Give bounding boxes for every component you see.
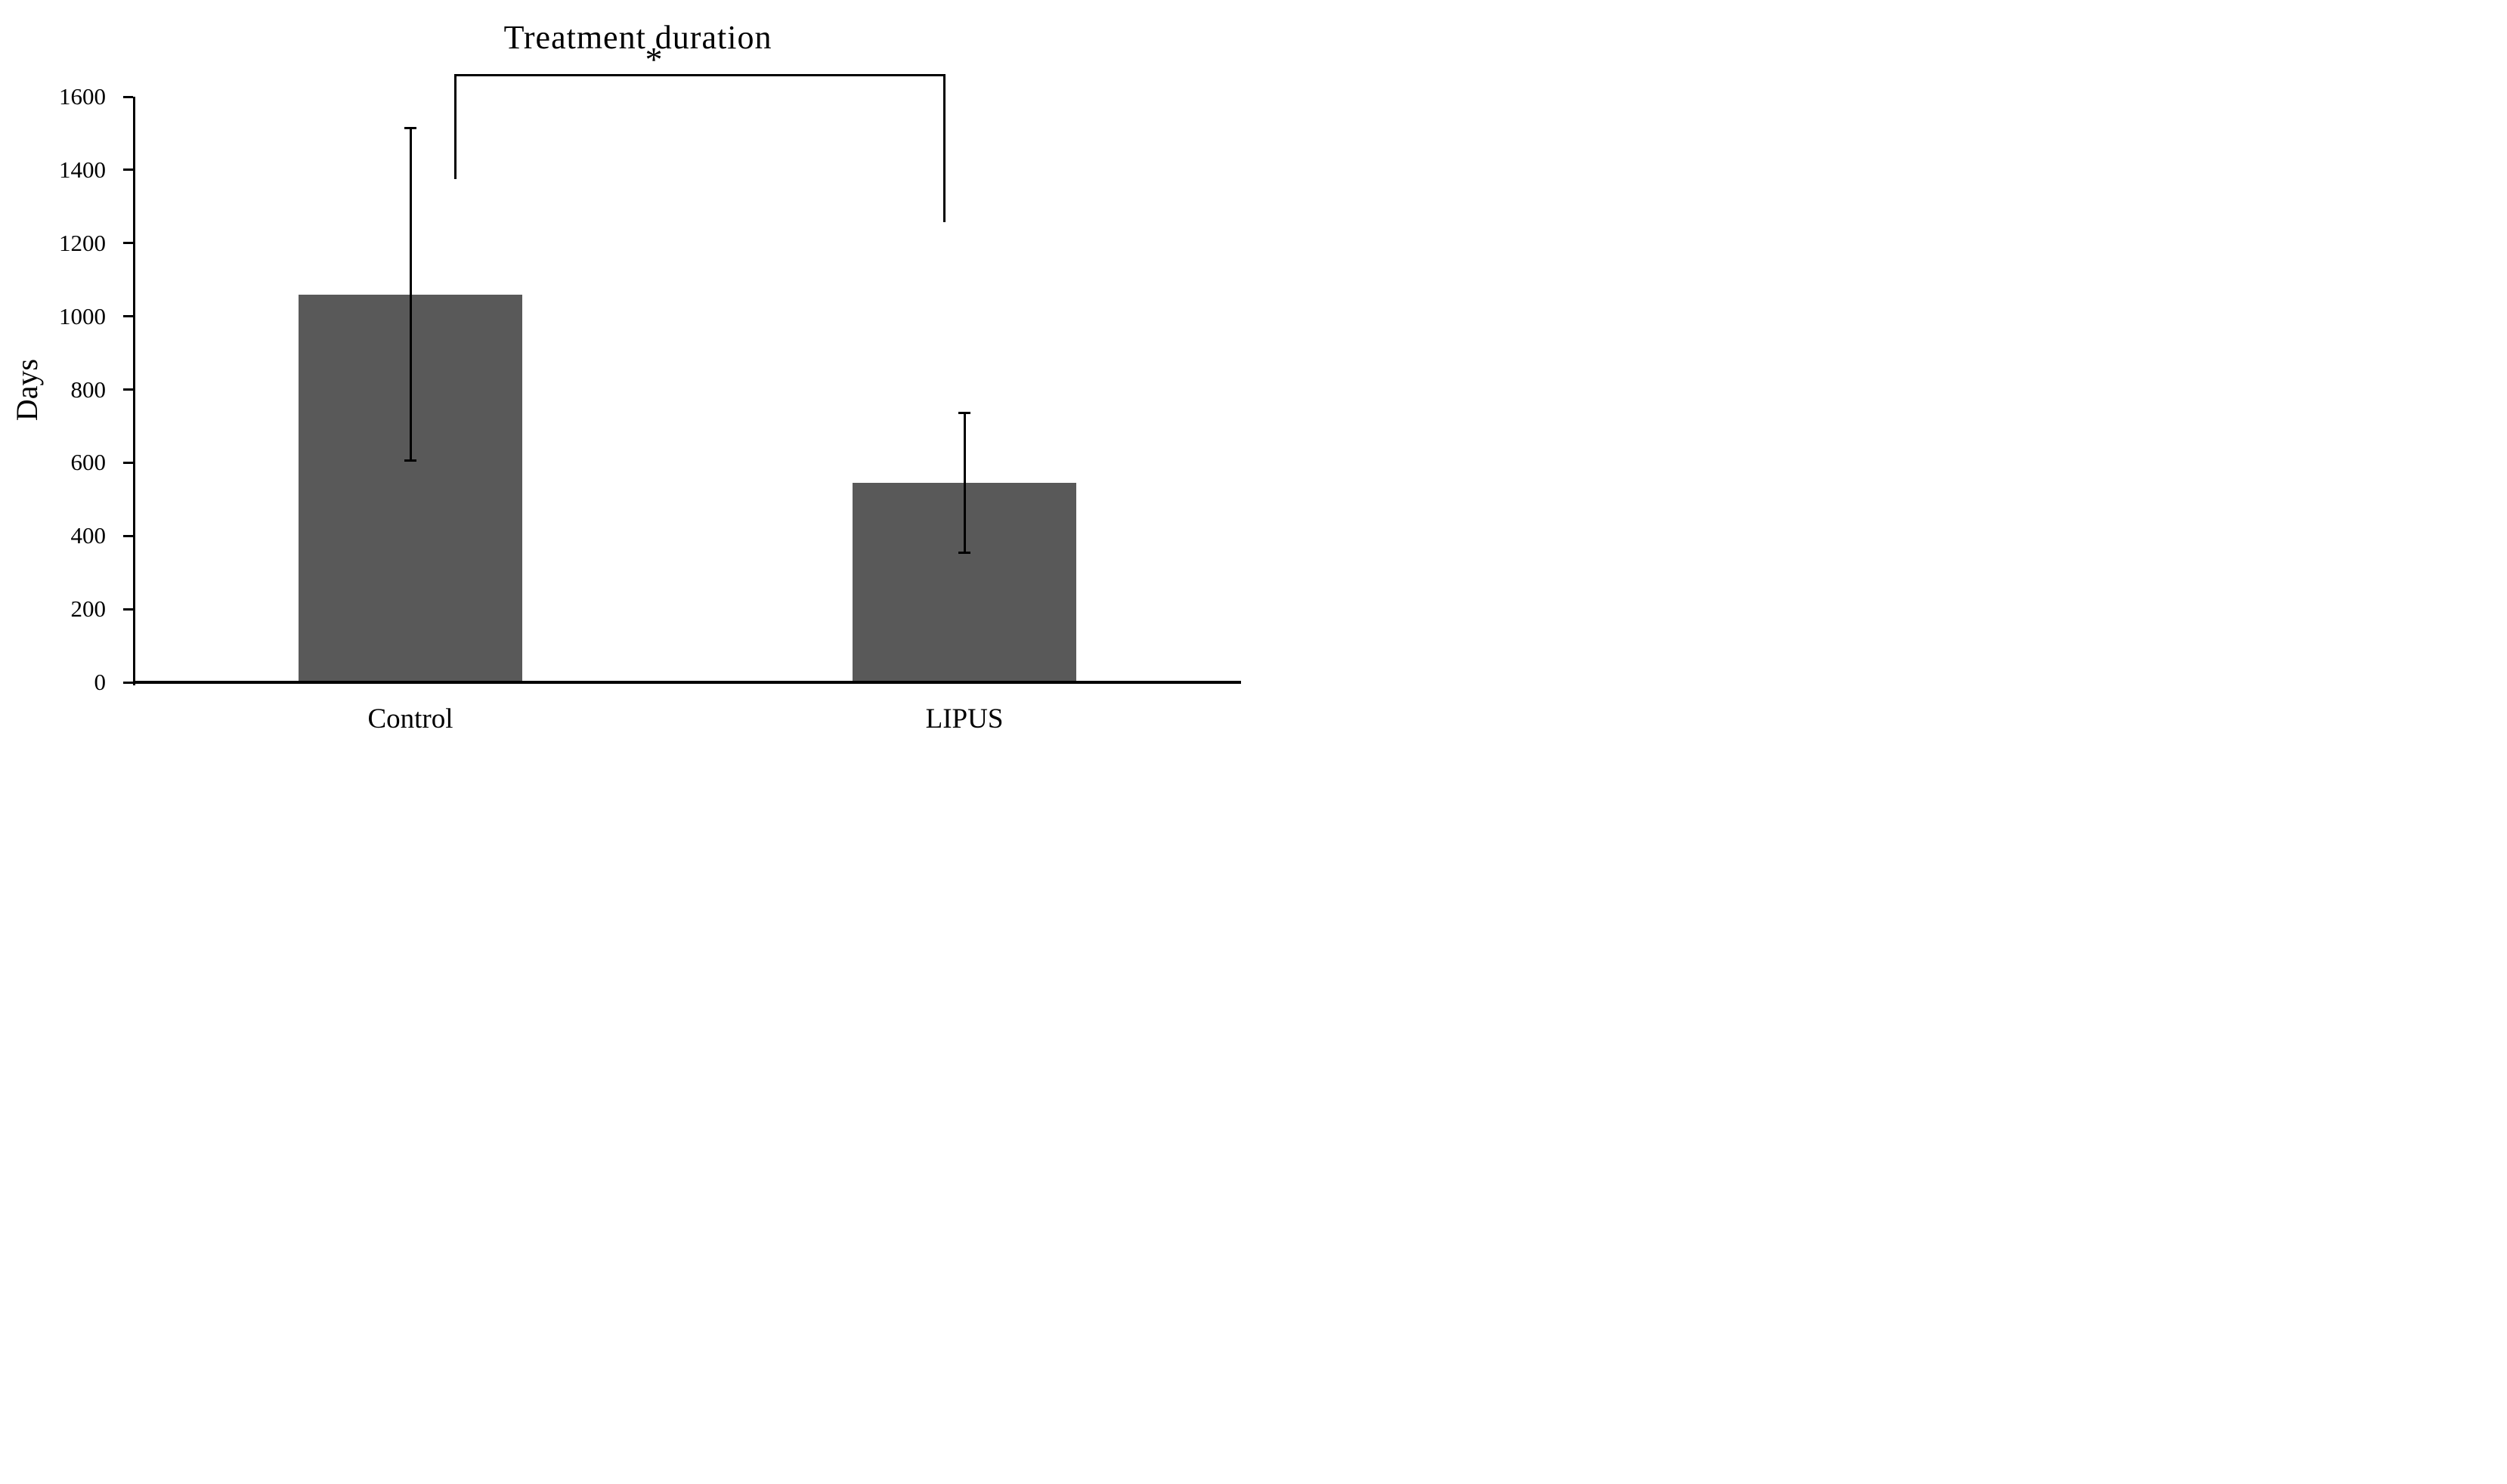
- y-tick-mark: [123, 242, 133, 245]
- y-tick-label: 1200: [59, 229, 106, 256]
- y-tick-mark: [123, 461, 133, 464]
- x-axis-line: [133, 681, 1241, 684]
- error-bar-line-control: [409, 128, 412, 461]
- x-category-label-lipus: LIPUS: [925, 703, 1004, 734]
- x-category-label-control: Control: [367, 703, 453, 734]
- y-tick-mark: [123, 534, 133, 537]
- significance-bracket-left-drop: [454, 74, 457, 179]
- significance-bracket-right-drop: [943, 74, 946, 222]
- y-tick-mark: [123, 315, 133, 318]
- error-bar-cap-top-lipus: [958, 412, 970, 415]
- error-bar-cap-top-control: [404, 126, 416, 129]
- y-tick-mark: [123, 681, 133, 684]
- y-tick-label: 800: [70, 376, 107, 403]
- y-tick-label: 1600: [59, 83, 106, 110]
- y-tick-label: 0: [94, 669, 107, 695]
- y-tick-mark: [123, 608, 133, 611]
- y-tick-mark: [123, 95, 133, 98]
- y-tick-label: 400: [70, 522, 107, 549]
- significance-bracket-horizontal: [454, 74, 946, 76]
- error-bar-line-lipus: [963, 413, 966, 553]
- error-bar-cap-bottom-lipus: [958, 551, 970, 554]
- y-tick-label: 1000: [59, 302, 106, 329]
- y-tick-label: 1400: [59, 156, 106, 183]
- chart-title: Treatment duration: [503, 19, 772, 56]
- y-tick-mark: [123, 168, 133, 172]
- bar-chart-figure: Treatment duration * Days 0 200 400 600 800 1…: [0, 0, 1253, 742]
- y-tick-mark: [123, 388, 133, 391]
- error-bar-cap-bottom-control: [404, 459, 416, 462]
- y-tick-label: 200: [70, 595, 107, 623]
- significance-asterisk: *: [645, 40, 663, 79]
- y-tick-label: 600: [70, 449, 107, 476]
- y-axis-line: [133, 97, 135, 685]
